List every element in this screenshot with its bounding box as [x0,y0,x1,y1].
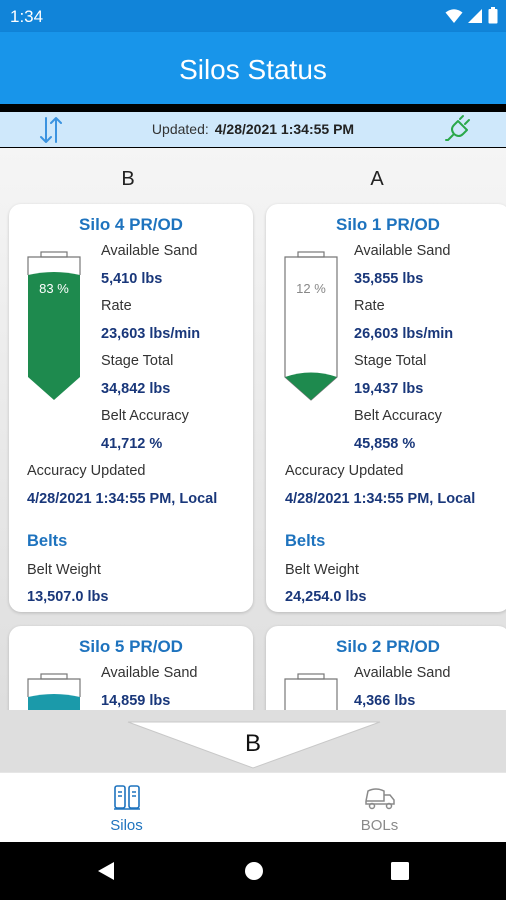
rate-value: 26,603 lbs/min [354,326,454,342]
available-sand-label: Available Sand [101,665,198,681]
belt-weight-value: 13,507.0 lbs [27,589,109,605]
belt-accuracy-value: 41,712 % [101,436,163,452]
belts-heading: Belts [27,532,68,550]
available-sand-value: 5,410 lbs [101,271,163,287]
scroll-indicator-label: B [244,730,261,757]
stage-total-value: 19,437 lbs [354,381,424,397]
truck-icon [253,783,506,816]
available-sand-label: Available Sand [101,243,198,259]
available-sand-label: Available Sand [354,243,451,259]
stage-total-label: Stage Total [101,353,174,369]
nav-tab-silos[interactable]: Silos [0,773,253,843]
scroll-indicator[interactable]: B [0,710,506,772]
recents-icon[interactable] [390,861,410,886]
belt-accuracy-label: Belt Accuracy [354,408,442,424]
belt-weight-label: Belt Weight [27,562,101,578]
silo-fill-gauge [284,251,338,408]
system-navigation-bar [0,842,506,900]
belt-accuracy-label: Belt Accuracy [101,408,189,424]
sort-swap-icon[interactable] [36,114,66,151]
nav-tab-bols[interactable]: BOLs [253,773,506,843]
silo-fill-gauge [284,673,338,710]
silo-card-silo-1[interactable]: Silo 1 PR/OD 12 % Available Sand 35,855 … [266,204,506,612]
silo-title: Silo 5 PR/OD [79,637,183,656]
accuracy-updated-label: Accuracy Updated [285,463,404,479]
silo-title: Silo 4 PR/OD [79,215,183,234]
rate-label: Rate [354,298,385,314]
silo-title: Silo 1 PR/OD [336,215,440,234]
belt-weight-value: 24,254.0 lbs [285,589,367,605]
belt-weight-label: Belt Weight [285,562,359,578]
silo-fill-gauge [27,673,81,710]
belt-accuracy-value: 45,858 % [354,436,416,452]
silo-card-silo-2[interactable]: Silo 2 PR/OD Available Sand 4,366 lbs [266,626,506,710]
available-sand-value: 35,855 lbs [354,271,424,287]
nav-label-silos: Silos [110,817,143,834]
available-sand-value: 14,859 lbs [101,693,171,709]
silo-card-silo-5[interactable]: Silo 5 PR/OD Available Sand 14,859 lbs [9,626,253,710]
stage-total-value: 34,842 lbs [101,381,171,397]
accuracy-updated-label: Accuracy Updated [27,463,146,479]
available-sand-value: 4,366 lbs [354,693,416,709]
info-bar: Updated: 4/28/2021 1:34:55 PM [0,112,506,147]
nav-label-bols: BOLs [360,817,399,834]
rate-label: Rate [101,298,132,314]
bottom-navigation: Silos BOLs [0,772,506,842]
updated-value: 4/28/2021 1:34:55 PM [214,121,355,137]
rate-value: 23,603 lbs/min [101,326,201,342]
updated-timestamp: Updated: 4/28/2021 1:34:55 PM [0,121,506,137]
status-bar: 1:34 [0,0,506,32]
battery-icon [488,7,498,29]
app-bar: Silos Status [0,32,506,104]
page-title: Silos Status [179,54,327,85]
available-sand-label: Available Sand [354,665,451,681]
home-icon[interactable] [244,861,264,886]
silos-icon [0,783,253,816]
wifi-icon [445,8,463,29]
updated-label: Updated: [151,121,209,137]
silo-fill-gauge [27,251,81,408]
silo-card-silo-4[interactable]: Silo 4 PR/OD 83 % Available Sand 5,410 l… [9,204,253,612]
column-header-right: A [370,168,384,190]
silo-grid[interactable]: B A Silo 4 PR/OD 83 % Available Sand 5,4… [0,148,506,710]
plug-icon[interactable] [444,114,474,149]
silo-title: Silo 2 PR/OD [336,637,440,656]
column-header-left: B [121,168,135,190]
status-time: 1:34 [10,7,44,26]
accuracy-updated-value: 4/28/2021 1:34:55 PM, Local [285,491,476,507]
silo-fill-label: 12 % [296,281,326,296]
back-icon[interactable] [96,861,116,886]
accuracy-updated-value: 4/28/2021 1:34:55 PM, Local [27,491,218,507]
silo-fill-label: 83 % [39,281,69,296]
belts-heading: Belts [285,532,326,550]
down-arrow-shape [127,721,381,769]
stage-total-label: Stage Total [354,353,427,369]
signal-icon [468,8,483,29]
